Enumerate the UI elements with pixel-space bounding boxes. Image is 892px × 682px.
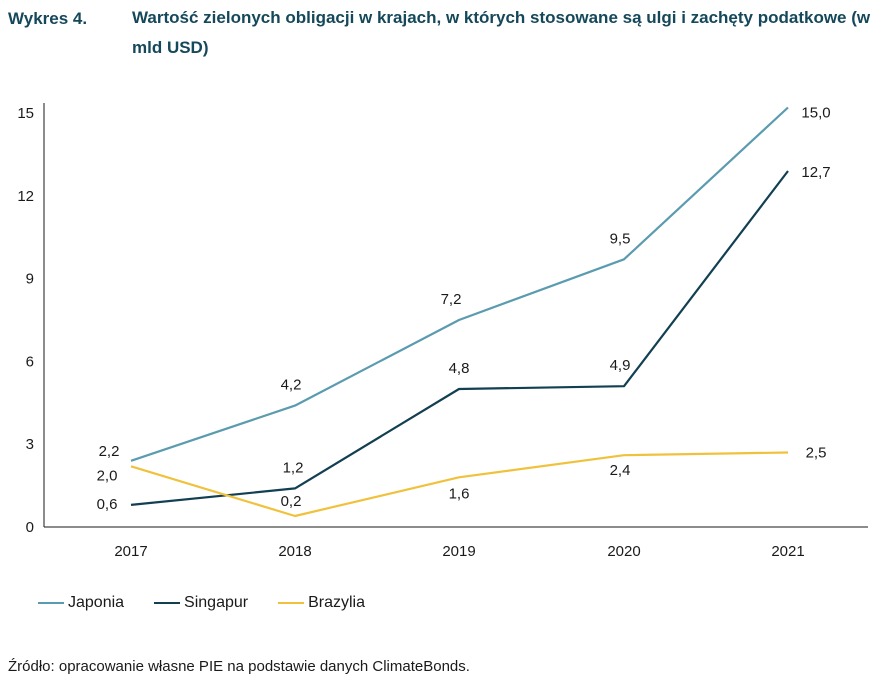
data-label-singapur: 12,7 — [801, 164, 830, 181]
data-label-singapur: 4,8 — [449, 360, 470, 377]
legend-swatch — [38, 602, 64, 604]
chart-legend: Japonia Singapur Brazylia — [38, 594, 365, 612]
chart-axes: 0 3 6 9 12 15 2017 2018 2019 2020 2021 — [17, 103, 868, 560]
x-tick-label: 2018 — [278, 543, 311, 560]
legend-item-japonia: Japonia — [38, 594, 124, 612]
legend-item-singapur: Singapur — [154, 594, 248, 612]
data-label-brazylia: 2,5 — [806, 444, 827, 461]
chart-number-label: Wykres 4. — [8, 9, 88, 28]
data-label-brazylia: 0,2 — [281, 493, 302, 510]
y-tick-label: 9 — [26, 271, 34, 288]
series-line-japonia — [130, 106, 789, 462]
x-tick-label: 2021 — [771, 543, 804, 560]
line-chart: 0 3 6 9 12 15 2017 2018 2019 2020 2021 2,2 4,2 7,2 9,… — [17, 103, 868, 560]
series-line-brazylia — [130, 451, 789, 518]
y-tick-label: 3 — [26, 436, 34, 453]
y-tick-label: 15 — [17, 105, 34, 122]
legend-swatch — [278, 602, 305, 604]
chart-series-lines — [130, 106, 789, 518]
data-label-japonia: 2,2 — [99, 443, 120, 460]
legend-label: Singapur — [184, 594, 249, 611]
data-label-singapur: 1,2 — [283, 459, 304, 476]
data-label-singapur: 0,6 — [97, 496, 118, 513]
chart-title-text: Wartość zielonych obligacji w krajach, w… — [132, 8, 871, 57]
legend-item-brazylia: Brazylia — [278, 594, 365, 612]
data-label-brazylia: 1,6 — [449, 485, 470, 502]
source-note: Źródło: opracowanie własne PIE na podsta… — [8, 658, 470, 675]
data-label-japonia: 4,2 — [281, 377, 302, 394]
data-label-brazylia: 2,4 — [610, 462, 631, 479]
y-tick-label: 0 — [26, 519, 34, 536]
x-tick-label: 2017 — [114, 543, 147, 560]
series-line-singapur — [130, 170, 789, 506]
data-label-brazylia: 2,0 — [97, 467, 118, 484]
data-label-japonia: 15,0 — [801, 104, 830, 121]
x-tick-label: 2019 — [442, 543, 475, 560]
data-label-singapur: 4,9 — [610, 357, 631, 374]
chart-data-labels: 2,2 4,2 7,2 9,5 15,0 0,6 1,2 4,8 4,9 12,7 2,0 0,2 1,… — [97, 104, 831, 512]
legend-label: Brazylia — [308, 594, 365, 611]
x-tick-label: 2020 — [607, 543, 640, 560]
legend-label: Japonia — [68, 594, 125, 611]
legend-swatch — [154, 602, 181, 604]
data-label-japonia: 7,2 — [441, 291, 462, 308]
y-tick-label: 12 — [17, 188, 34, 205]
y-tick-label: 6 — [26, 353, 34, 370]
data-label-japonia: 9,5 — [610, 230, 631, 247]
